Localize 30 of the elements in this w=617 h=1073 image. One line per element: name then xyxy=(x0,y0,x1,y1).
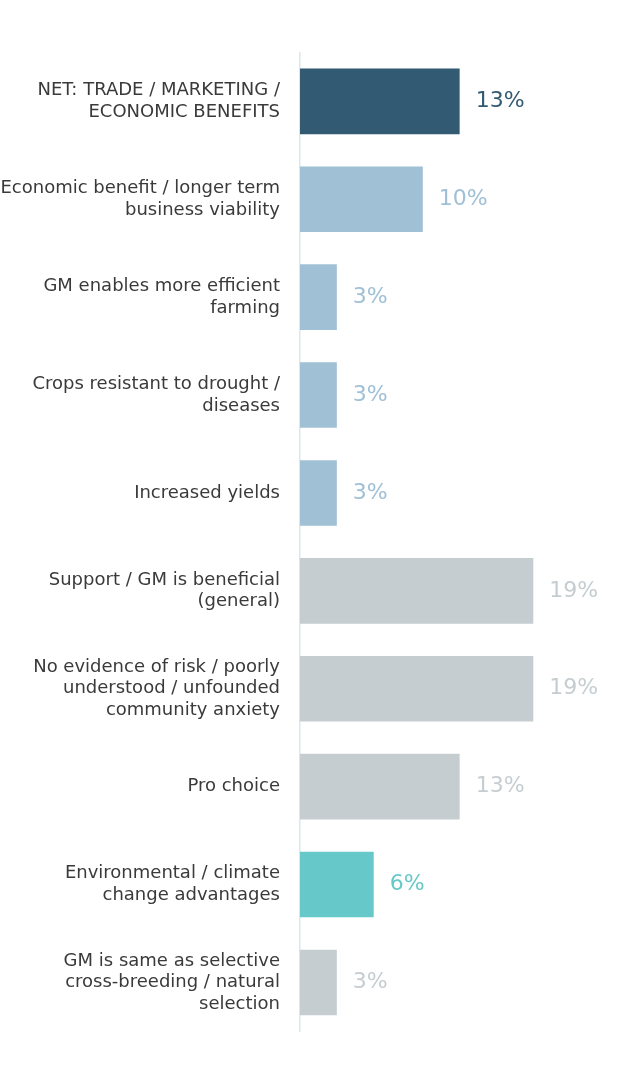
y-tick-label: Environmental / climate change advantages xyxy=(64,861,280,905)
y-tick-label: Support / GM is beneficial (general) xyxy=(48,567,280,611)
bar xyxy=(300,753,460,820)
bar xyxy=(300,166,423,233)
data-label: 3% xyxy=(352,478,388,504)
data-label: 10% xyxy=(438,184,488,210)
y-tick-label: GM enables more efficient farming xyxy=(43,274,280,317)
y-tick-label: Increased yields xyxy=(134,480,280,502)
data-label: 19% xyxy=(549,576,599,602)
bar xyxy=(300,362,337,428)
data-label: 13% xyxy=(475,772,525,798)
bar xyxy=(300,264,337,330)
bar xyxy=(300,558,534,624)
y-tick-label: Economic benefit / longer term business viability xyxy=(0,176,281,219)
bar xyxy=(300,460,337,526)
y-tick-label: NET: TRADE / MARKETING / ECONOMIC BENEFITS xyxy=(37,78,281,121)
data-label: 13% xyxy=(475,87,525,113)
data-label: 19% xyxy=(549,674,599,700)
y-tick-label: No evidence of risk / poorly understood / unfounded community anxiety xyxy=(33,654,281,720)
y-tick-label: GM is same as selective cross-breeding / natural selection xyxy=(63,948,280,1013)
data-label: 3% xyxy=(352,968,388,994)
data-label: 3% xyxy=(352,282,388,308)
y-tick-label: Crops resistant to drought / diseases xyxy=(32,371,281,415)
bar xyxy=(300,655,534,722)
data-label: 3% xyxy=(352,380,388,406)
bar xyxy=(300,68,460,135)
y-tick-label: Pro choice xyxy=(187,774,280,796)
bar xyxy=(300,851,374,918)
bar xyxy=(300,949,337,1016)
data-label: 6% xyxy=(389,870,425,896)
